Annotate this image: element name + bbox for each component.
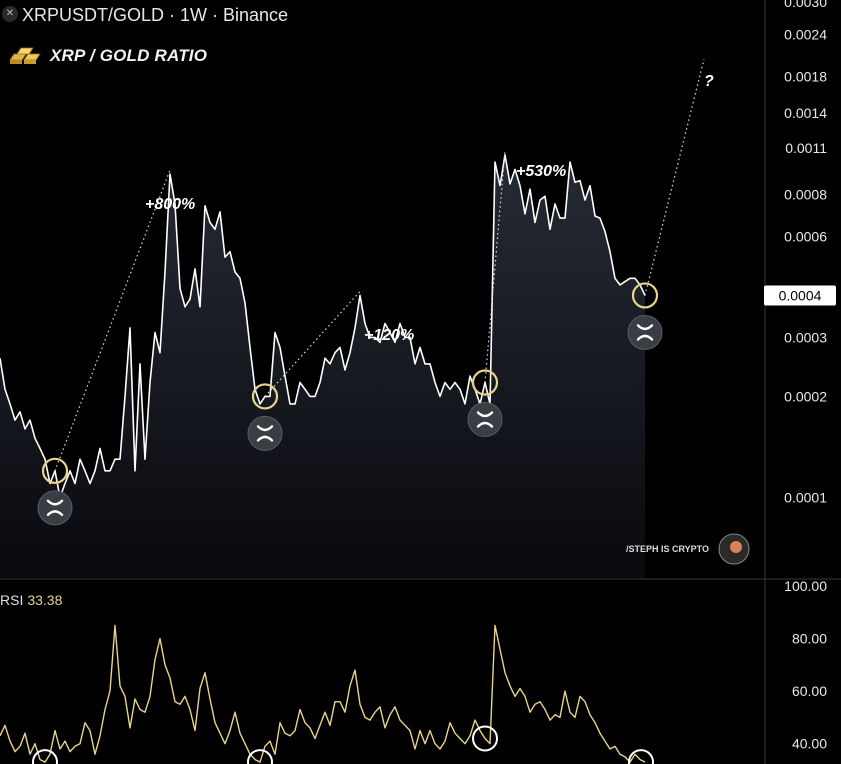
rsi-axis-tick: 60.00 xyxy=(792,683,827,699)
price-axis-tick: 0.0018 xyxy=(784,68,827,84)
annotation-label: +800% xyxy=(145,196,195,213)
swing-line-2 xyxy=(264,291,361,397)
price-axis-tick: 0.0002 xyxy=(784,388,827,404)
xrp-logo-icon xyxy=(247,415,283,451)
brand-text: XRP / GOLD RATIO xyxy=(50,46,208,65)
chart-title: XRPUSDT/GOLD · 1W · Binance xyxy=(22,5,289,25)
rsi-series-line xyxy=(0,624,646,763)
bottom-marker-ring xyxy=(471,369,499,396)
rsi-marker-ring xyxy=(472,725,498,752)
price-area-fill xyxy=(0,154,645,578)
rsi-axis-tick: 100.00 xyxy=(784,578,827,594)
xrp-logo-mark xyxy=(46,499,64,517)
projection-line xyxy=(644,58,705,296)
price-axis-tick: 0.0024 xyxy=(784,26,827,42)
price-series-line xyxy=(0,154,646,499)
bottom-marker-ring xyxy=(631,282,659,309)
brand-label: XRP / GOLD RATIO xyxy=(8,44,207,68)
rsi-marker-ring xyxy=(32,749,58,764)
annotation-label: +120% xyxy=(364,327,414,344)
current-price-label: 0.0004 xyxy=(779,287,822,303)
price-axis-tick: 0.0008 xyxy=(784,186,827,202)
rsi-label: RSI 33.38 xyxy=(0,592,63,608)
rsi-axis-tick: 40.00 xyxy=(792,736,827,752)
xrp-logo-icon xyxy=(467,402,503,438)
annotation-label: ? xyxy=(704,73,714,90)
bottom-marker-ring xyxy=(41,457,69,484)
avatar-face xyxy=(730,541,742,553)
rsi-current-value: 33.38 xyxy=(27,592,63,608)
xrp-logo-icon xyxy=(627,314,663,350)
gold-bars-icon xyxy=(9,47,41,64)
price-axis-tick: 0.0001 xyxy=(784,489,827,505)
xrp-logo-icon xyxy=(37,490,73,526)
price-axis-tick: 0.0011 xyxy=(785,140,827,156)
symbol-close-icon[interactable]: ✕ xyxy=(2,6,18,22)
xrp-logo-mark xyxy=(476,411,494,428)
swing-line-3 xyxy=(484,150,506,383)
price-axis-tick: 0.0006 xyxy=(784,228,827,244)
rsi-marker-ring xyxy=(628,749,654,764)
annotation-label: +530% xyxy=(516,163,566,180)
rsi-axis-tick: 80.00 xyxy=(792,631,827,647)
watermark-text: /STEPH IS CRYPTO xyxy=(626,544,710,554)
price-axis-tick: 0.0003 xyxy=(784,329,827,345)
xrp-logo-mark xyxy=(636,324,654,341)
price-axis-tick: 0.0014 xyxy=(784,105,827,121)
rsi-marker-ring xyxy=(247,749,273,764)
bottom-marker-ring xyxy=(251,383,279,410)
price-axis-tick: 0.0030 xyxy=(784,0,827,10)
current-price-box xyxy=(764,285,836,306)
xrp-logo-mark xyxy=(256,425,274,442)
